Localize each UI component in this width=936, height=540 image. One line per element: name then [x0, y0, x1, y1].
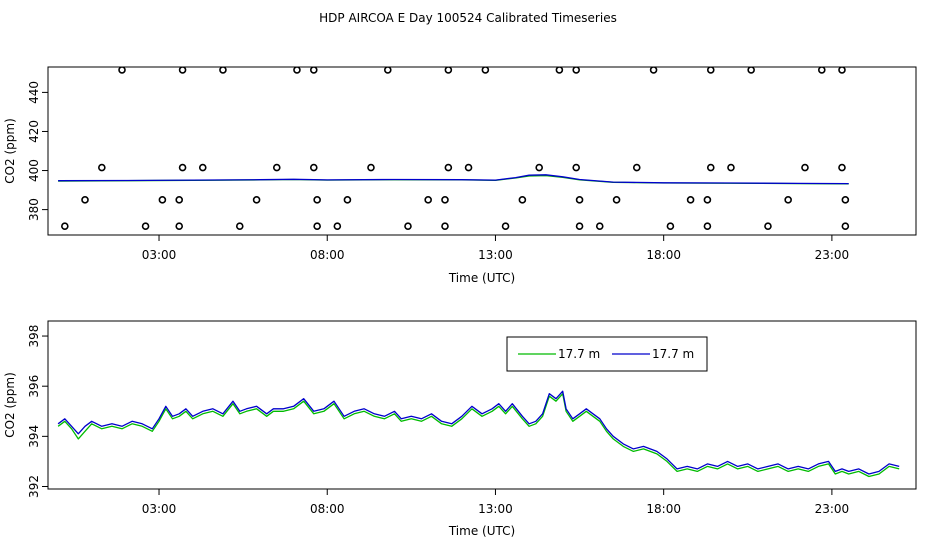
x-tick-label: 18:00 — [646, 502, 681, 516]
data-point — [841, 196, 850, 204]
data-point — [158, 196, 167, 204]
series-line-1 — [57, 393, 900, 478]
bottom-panel: Time (UTC) CO2 (ppm) 17.7 m 17.7 m 03:00… — [3, 320, 917, 538]
data-point — [313, 222, 321, 231]
x-tick-label: 18:00 — [646, 248, 681, 262]
bottom-ylabel: CO2 (ppm) — [3, 372, 17, 438]
data-point — [424, 196, 432, 204]
bottom-plot-frame — [47, 320, 917, 490]
data-point — [367, 163, 375, 172]
y-tick-label: 398 — [27, 325, 41, 348]
data-point — [595, 222, 604, 231]
data-point — [252, 196, 261, 204]
series-line-2 — [58, 174, 849, 185]
top-ylabel: CO2 (ppm) — [3, 118, 17, 184]
legend-label-1: 17.7 m — [558, 347, 600, 361]
data-point — [118, 67, 126, 74]
data-point — [98, 163, 106, 172]
figure-title: HDP AIRCOA E Day 100524 Calibrated Times… — [319, 11, 617, 25]
data-point — [343, 196, 352, 204]
data-point — [178, 163, 187, 172]
data-point — [572, 67, 581, 74]
data-point — [727, 163, 735, 172]
data-point — [235, 222, 244, 231]
data-point — [293, 67, 301, 74]
data-point — [219, 67, 227, 74]
data-point — [535, 163, 543, 172]
data-point — [383, 67, 392, 74]
data-point — [198, 163, 207, 172]
y-tick-label: 400 — [27, 159, 41, 182]
data-point — [441, 222, 449, 231]
y-tick-label: 394 — [27, 425, 41, 448]
bottom-xlabel: Time (UTC) — [448, 524, 515, 538]
y-tick-label: 396 — [27, 375, 41, 398]
x-tick-label: 08:00 — [310, 502, 345, 516]
top-panel: Time (UTC) CO2 (ppm) 03:00 08:00 13:00 18:0… — [3, 66, 917, 285]
data-point — [841, 222, 850, 231]
data-point — [333, 222, 342, 231]
data-point — [178, 67, 187, 74]
data-point — [703, 196, 712, 204]
data-point — [706, 67, 715, 74]
data-point — [649, 67, 658, 74]
data-point — [703, 222, 712, 231]
legend-box — [506, 336, 708, 372]
x-tick-label: 13:00 — [478, 502, 513, 516]
x-tick-label: 03:00 — [142, 502, 177, 516]
top-plot-frame — [47, 66, 917, 236]
data-point — [444, 163, 453, 172]
data-point — [686, 196, 695, 204]
data-point — [81, 196, 89, 204]
y-tick-label: 440 — [27, 81, 41, 104]
data-point — [666, 222, 675, 231]
x-tick-label: 23:00 — [815, 502, 850, 516]
data-point — [464, 163, 473, 172]
data-point — [838, 67, 846, 74]
data-point — [444, 67, 453, 74]
data-point — [313, 196, 321, 204]
data-point — [575, 196, 584, 204]
legend-label-2: 17.7 m — [652, 347, 694, 361]
data-point — [61, 222, 69, 231]
data-point — [706, 163, 715, 172]
data-point — [555, 67, 564, 74]
y-tick-label: 380 — [27, 198, 41, 221]
data-point — [838, 163, 846, 172]
x-tick-label: 13:00 — [478, 248, 513, 262]
x-tick-label: 03:00 — [142, 248, 177, 262]
data-point — [441, 196, 449, 204]
data-point — [747, 67, 755, 74]
data-point — [404, 222, 412, 231]
data-point — [612, 196, 621, 204]
data-point — [801, 163, 809, 172]
legend: 17.7 m 17.7 m — [506, 336, 708, 372]
data-point — [575, 222, 584, 231]
y-tick-label: 392 — [27, 475, 41, 498]
data-point — [481, 67, 490, 74]
x-tick-label: 23:00 — [815, 248, 850, 262]
data-point — [309, 67, 318, 74]
plot-area — [57, 390, 900, 478]
data-point — [784, 196, 792, 204]
data-point — [817, 67, 826, 74]
data-point — [518, 196, 527, 204]
top-xlabel: Time (UTC) — [448, 271, 515, 285]
data-point — [175, 196, 184, 204]
y-tick-label: 420 — [27, 120, 41, 143]
data-point — [572, 163, 581, 172]
data-point — [501, 222, 510, 231]
data-point — [309, 163, 318, 172]
plot-area — [58, 67, 850, 231]
data-point — [141, 222, 150, 231]
data-point — [764, 222, 772, 231]
series-line-2 — [57, 390, 900, 475]
data-point — [175, 222, 184, 231]
x-tick-label: 08:00 — [310, 248, 345, 262]
data-point — [632, 163, 641, 172]
data-point — [272, 163, 281, 172]
